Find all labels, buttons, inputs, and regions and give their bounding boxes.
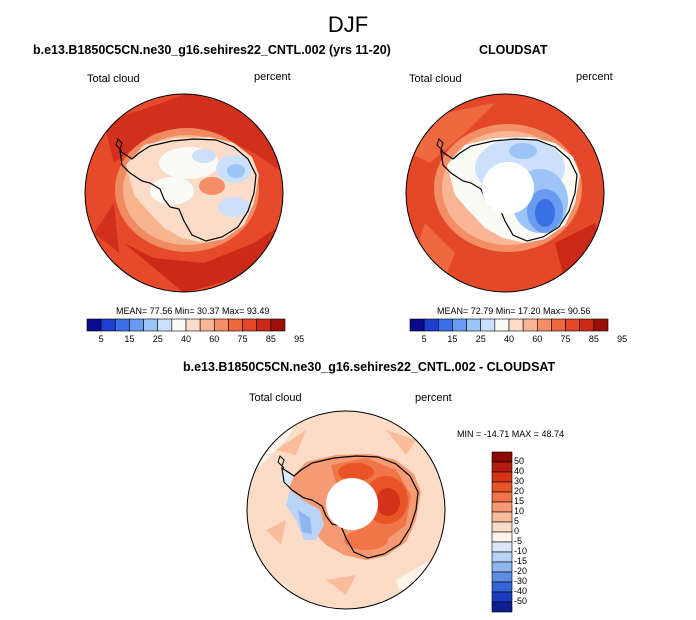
colorbar-tick-label: 40 (514, 466, 525, 476)
colorbar-swatch (491, 561, 513, 573)
colorbar-swatch (100, 318, 116, 332)
colorbar-swatch (256, 318, 272, 332)
colorbar-tick-label: 5 (514, 516, 520, 526)
colorbar-swatch (491, 491, 513, 503)
colorbar-tick-label: 50 (514, 456, 525, 466)
colorbar-swatch (228, 318, 243, 332)
left-panel-title: b.e13.B1850C5CN.ne30_g16.sehires22_CNTL.… (33, 43, 391, 57)
colorbar-swatch (536, 318, 552, 332)
colorbar-tick-label: 25 (475, 334, 486, 344)
colorbar-tick-label: 60 (209, 334, 220, 344)
colorbar-swatch (423, 318, 439, 332)
left-panel-stats: MEAN= 77.56 Min= 30.37 Max= 93.49 (116, 306, 270, 316)
difference-panel-stats: MIN = -14.71 MAX = 48.74 (457, 429, 565, 439)
colorbar-swatch (491, 541, 513, 553)
colorbar-swatch (437, 318, 453, 332)
figure-title: DJF (327, 12, 369, 37)
cloudsat-cloud-map (405, 93, 605, 293)
colorbar-swatch (270, 318, 286, 332)
colorbar-tick-label: -5 (514, 536, 523, 546)
colorbar-swatch (213, 318, 229, 332)
colorbar-tick-label: -10 (514, 546, 528, 556)
colorbar-swatch (491, 471, 513, 483)
colorbar-swatch (491, 581, 513, 593)
colorbar-tick-label: 95 (294, 334, 305, 344)
colorbar-tick-label: 60 (532, 334, 543, 344)
colorbar-tick-label: 85 (265, 334, 276, 344)
colorbar-tick-label: 5 (421, 334, 427, 344)
colorbar-swatch (491, 571, 513, 583)
colorbar-swatch (508, 318, 524, 332)
colorbar-swatch (452, 318, 467, 332)
difference-panel-variable-label: Total cloud (249, 392, 302, 404)
colorbar-swatch (129, 318, 144, 332)
colorbar-tick-label: 20 (514, 486, 525, 496)
colorbar-swatch (565, 318, 581, 332)
colorbar-swatch (185, 318, 201, 332)
colorbar-tick-label: 85 (588, 334, 599, 344)
colorbar-swatch (171, 318, 187, 332)
colorbar-swatch (491, 551, 513, 563)
difference-panel-units-label: percent (415, 392, 452, 404)
left-panel-units-label: percent (254, 71, 291, 83)
colorbar-tick-label: 75 (237, 334, 248, 344)
difference-colorbar-labels: 50 40 30 20 15 10 5 0 -5 -10 -15 -20 -30 -40 -50 (514, 452, 544, 612)
colorbar-tick-label: -20 (514, 566, 528, 576)
colorbar-swatch (491, 481, 513, 493)
left-colorbar-labels: 5 15 25 40 60 75 85 95 (87, 334, 305, 346)
colorbar-tick-label: 10 (514, 506, 525, 516)
difference-cloud-map (246, 410, 446, 610)
colorbar-swatch (480, 318, 496, 332)
colorbar-swatch (491, 501, 513, 513)
colorbar-swatch (593, 318, 609, 332)
colorbar-tick-label: 75 (560, 334, 571, 344)
colorbar-tick-label: -40 (514, 586, 528, 596)
right-panel-stats: MEAN= 72.79 Min= 17.20 Max= 90.56 (437, 306, 591, 316)
colorbar-tick-label: 15 (514, 496, 525, 506)
colorbar-tick-label: 5 (98, 334, 104, 344)
right-panel-units-label: percent (576, 71, 613, 83)
right-panel-variable-label: Total cloud (409, 73, 462, 85)
colorbar-swatch (199, 318, 215, 332)
colorbar-tick-label: 0 (514, 526, 520, 536)
colorbar-swatch (86, 318, 102, 332)
colorbar-tick-label: -50 (514, 596, 528, 606)
colorbar-swatch (114, 318, 130, 332)
colorbar-tick-label: 40 (180, 334, 191, 344)
left-panel-variable-label: Total cloud (87, 73, 140, 85)
colorbar-swatch (491, 461, 513, 473)
pole-hole (482, 162, 534, 214)
colorbar-swatch (491, 451, 513, 463)
colorbar-tick-label: 30 (514, 476, 525, 486)
model-cloud-map (84, 93, 284, 293)
colorbar-swatch (494, 318, 510, 332)
colorbar-swatch (242, 318, 258, 332)
colorbar-tick-label: -30 (514, 576, 528, 586)
colorbar-tick-label: 25 (152, 334, 163, 344)
colorbar-tick-label: 15 (447, 334, 458, 344)
colorbar-swatch (491, 601, 513, 613)
right-colorbar (409, 318, 609, 332)
colorbar-swatch (522, 318, 538, 332)
colorbar-swatch (491, 531, 513, 543)
colorbar-swatch (466, 318, 482, 332)
colorbar-swatch (491, 521, 513, 533)
colorbar-tick-label: 95 (617, 334, 628, 344)
right-colorbar-labels: 5 15 25 40 60 75 85 95 (410, 334, 628, 346)
colorbar-swatch (491, 511, 513, 523)
colorbar-swatch (491, 591, 513, 603)
right-panel-title: CLOUDSAT (479, 43, 548, 57)
colorbar-tick-label: 40 (503, 334, 514, 344)
difference-panel-title: b.e13.B1850C5CN.ne30_g16.sehires22_CNTL.… (183, 360, 556, 374)
pole-hole (326, 478, 378, 530)
colorbar-tick-label: -15 (514, 556, 528, 566)
colorbar-tick-label: 15 (124, 334, 135, 344)
left-colorbar (86, 318, 286, 332)
colorbar-swatch (157, 318, 173, 332)
colorbar-swatch (409, 318, 425, 332)
colorbar-swatch (143, 318, 159, 332)
colorbar-swatch (579, 318, 595, 332)
difference-colorbar (491, 451, 513, 613)
colorbar-swatch (551, 318, 566, 332)
